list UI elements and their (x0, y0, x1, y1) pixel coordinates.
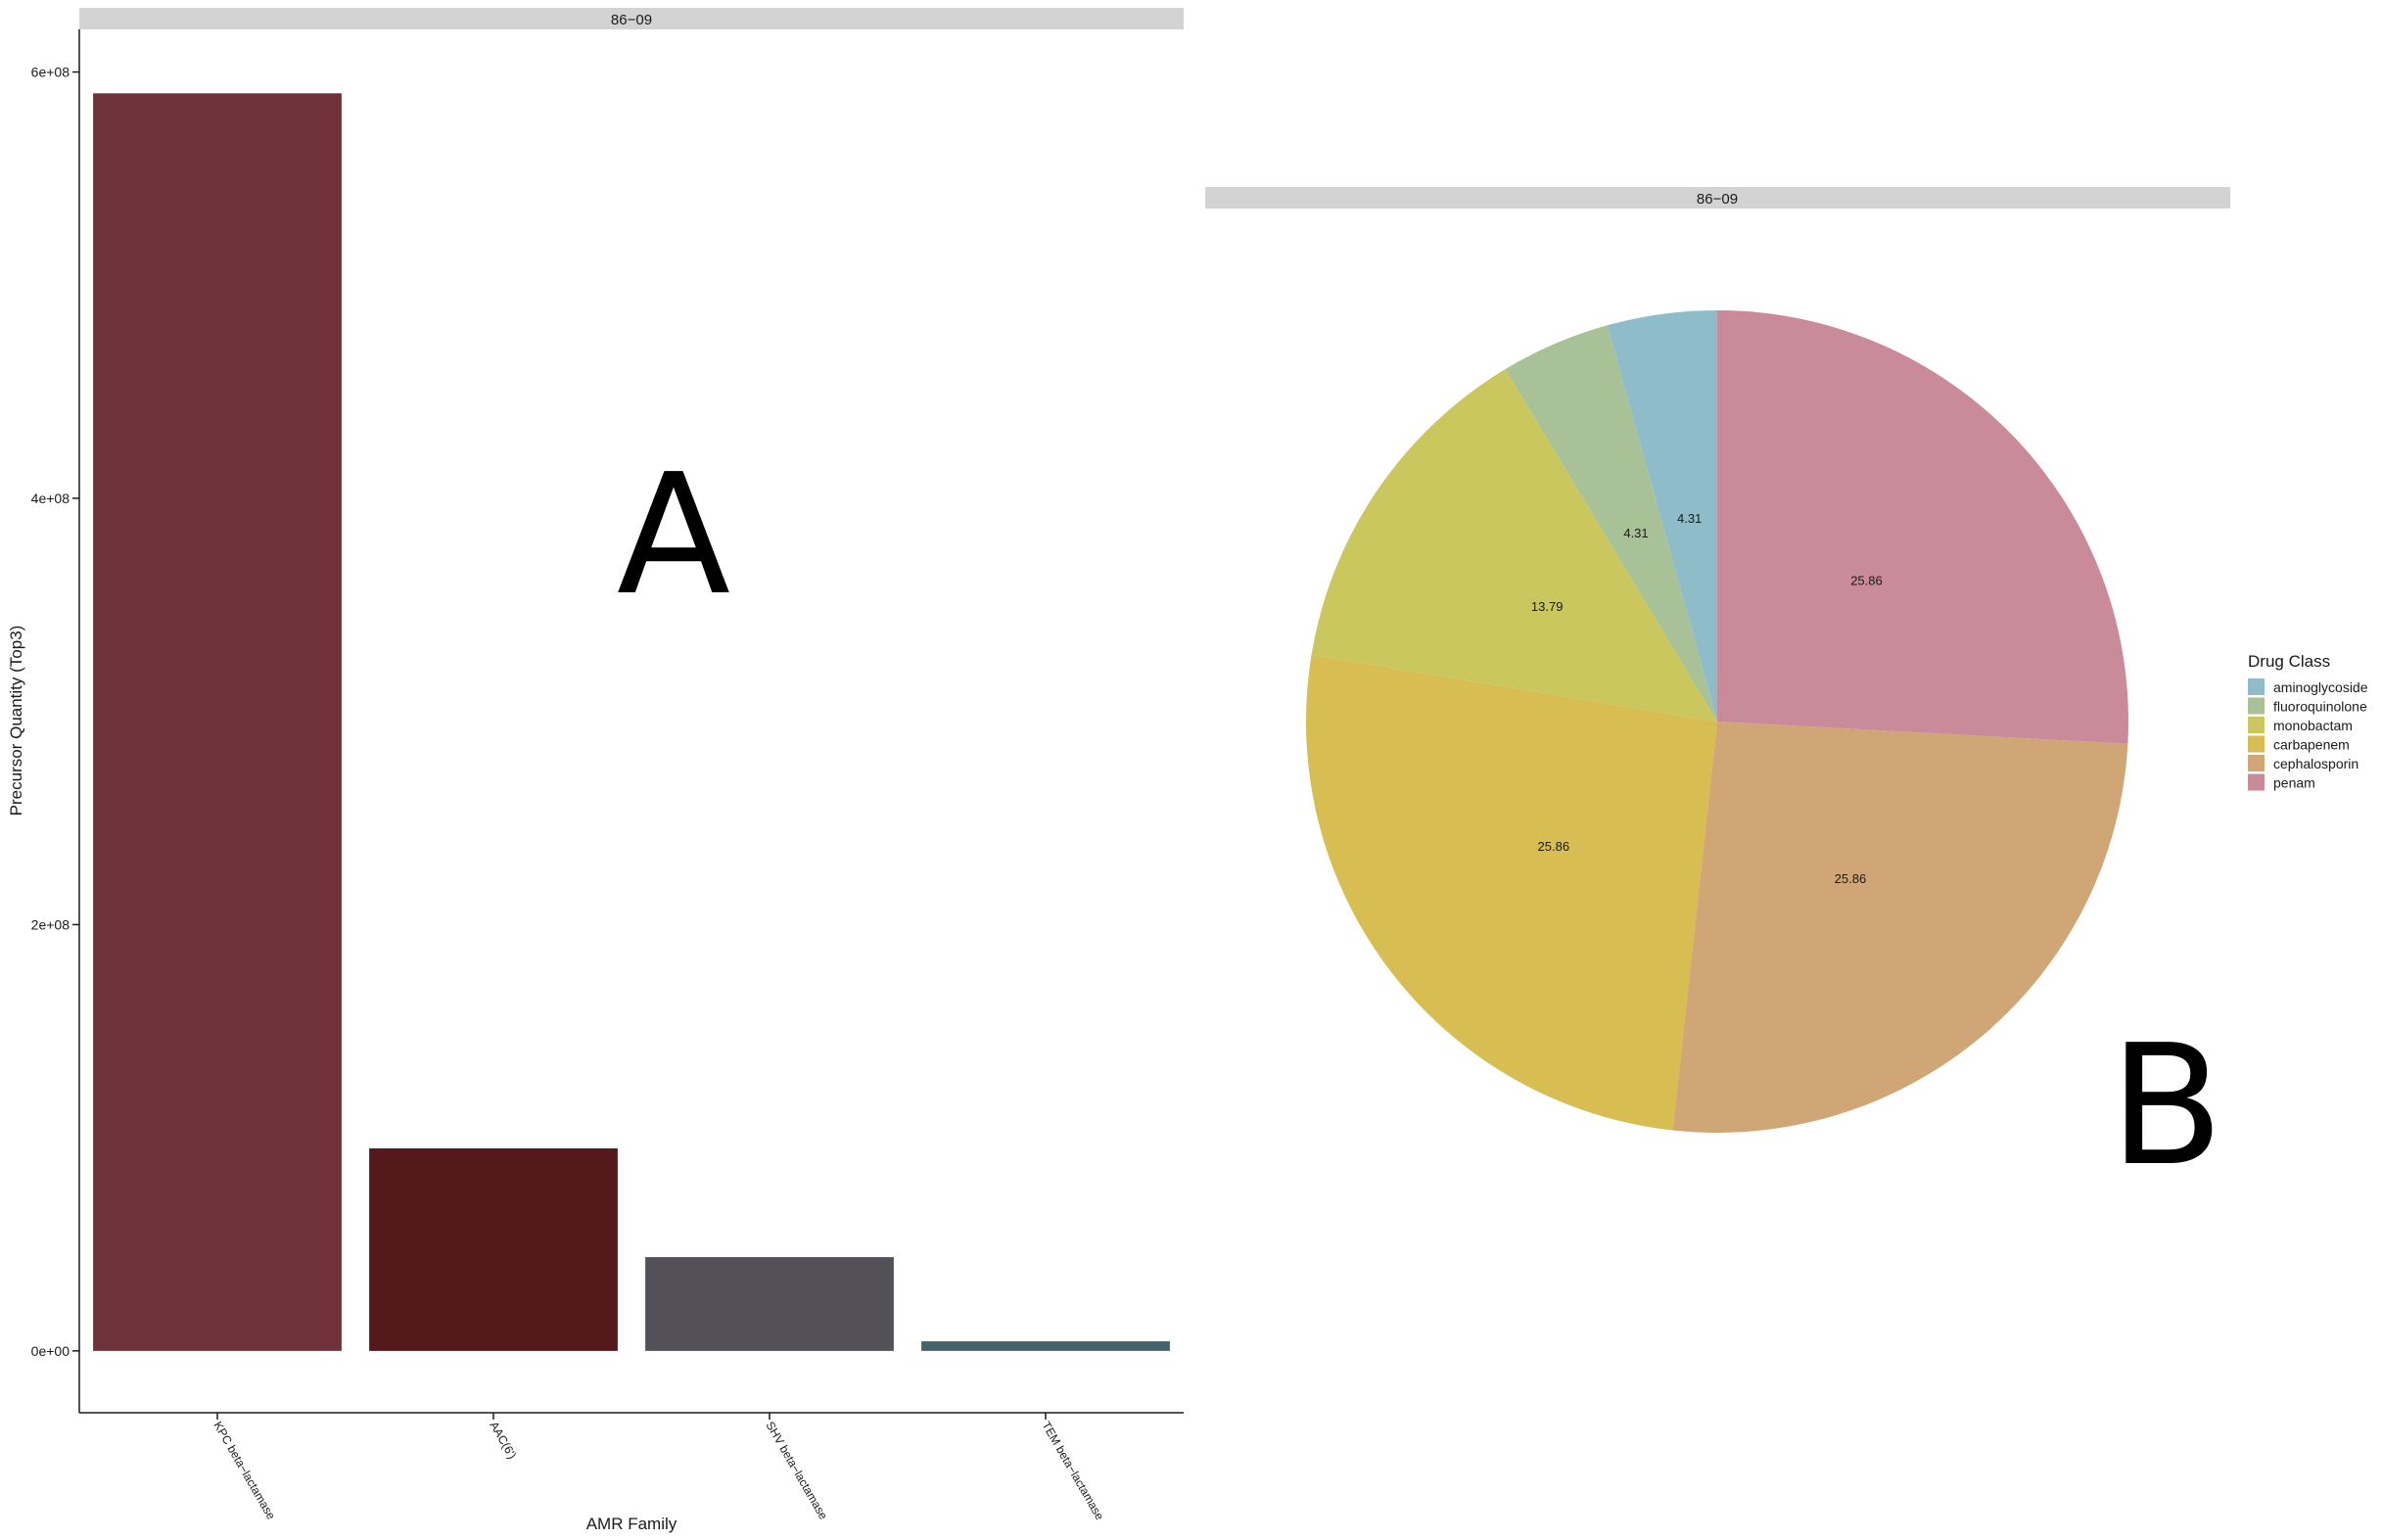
pie-legend: Drug Class aminoglycoside fluoroquinolone… (2248, 652, 2368, 791)
pie-slice-labels: 4.31 4.31 13.79 25.86 25.86 25.86 (1531, 511, 1883, 886)
pie-chart-panel: 86−09 4.31 4.31 13.79 25.86 25.86 25.86 Drug … (1205, 187, 2368, 1203)
x-tick-label: KPC beta−lactamase (210, 1420, 278, 1522)
y-tick-label: 4e+08 (31, 490, 70, 506)
pie-slice (1607, 310, 1717, 722)
pie-slice (1505, 325, 1717, 722)
y-tick-label: 6e+08 (31, 65, 70, 80)
bar-x-axis-title: AMR Family (586, 1515, 677, 1533)
x-tick-label: AAC(6') (487, 1420, 519, 1462)
legend-swatch (2248, 735, 2265, 753)
legend-title: Drug Class (2248, 652, 2330, 671)
pie-slice (1305, 655, 1717, 1131)
pie-slice-label: 4.31 (1677, 511, 1702, 526)
pie-slice-label: 13.79 (1531, 599, 1564, 614)
y-tick-label: 2e+08 (31, 916, 70, 932)
bar-facet-strip (79, 8, 1184, 29)
pie-facet-strip-label: 86−09 (1697, 191, 1738, 208)
pie-slice-label: 25.86 (1538, 839, 1570, 854)
bar-series (93, 93, 1170, 1351)
panel-label-b: B (2110, 1009, 2224, 1203)
legend-swatch (2248, 678, 2265, 695)
bar (921, 1341, 1170, 1351)
legend-label: carbapenem (2273, 737, 2350, 753)
legend-swatch (2248, 773, 2265, 791)
pie-slice-label: 4.31 (1623, 526, 1648, 540)
bar (93, 93, 342, 1351)
panel-label-a: A (617, 439, 730, 632)
bar (645, 1257, 894, 1351)
pie-slice (1717, 310, 2128, 744)
pie-slice (1311, 369, 1717, 722)
legend-swatch (2248, 755, 2265, 771)
bar-y-axis-ticks: 0e+00 2e+08 4e+08 6e+08 (31, 65, 79, 1359)
pie-slice-label: 25.86 (1850, 574, 1883, 588)
legend-swatch (2248, 697, 2265, 715)
x-tick-label: TEM beta−lactamase (1039, 1420, 1106, 1523)
bar-chart-panel: 86−09 0e+00 2e+08 4e+08 6e+08 KPC beta−lact… (7, 8, 1184, 1533)
bar-y-axis-title: Precursor Quantity (Top3) (7, 626, 25, 817)
bar-facet-strip-label: 86−09 (611, 12, 652, 28)
pie-slices (1305, 310, 2128, 1134)
pie-facet-strip (1205, 187, 2230, 209)
legend-label: cephalosporin (2273, 756, 2359, 771)
legend-label: monobactam (2273, 718, 2353, 733)
legend-label: penam (2273, 775, 2315, 791)
y-tick-label: 0e+00 (31, 1343, 70, 1359)
x-tick-label: SHV beta−lactamase (763, 1420, 830, 1522)
pie-slice-label: 25.86 (1835, 871, 1867, 886)
legend-swatch (2248, 717, 2265, 733)
legend-label: fluoroquinolone (2273, 699, 2367, 715)
bar (369, 1148, 618, 1351)
legend-label: aminoglycoside (2273, 679, 2368, 695)
bar-x-axis-ticks: KPC beta−lactamase AAC(6') SHV beta−lactam… (210, 1413, 1107, 1523)
pie-slice (1672, 722, 2128, 1134)
